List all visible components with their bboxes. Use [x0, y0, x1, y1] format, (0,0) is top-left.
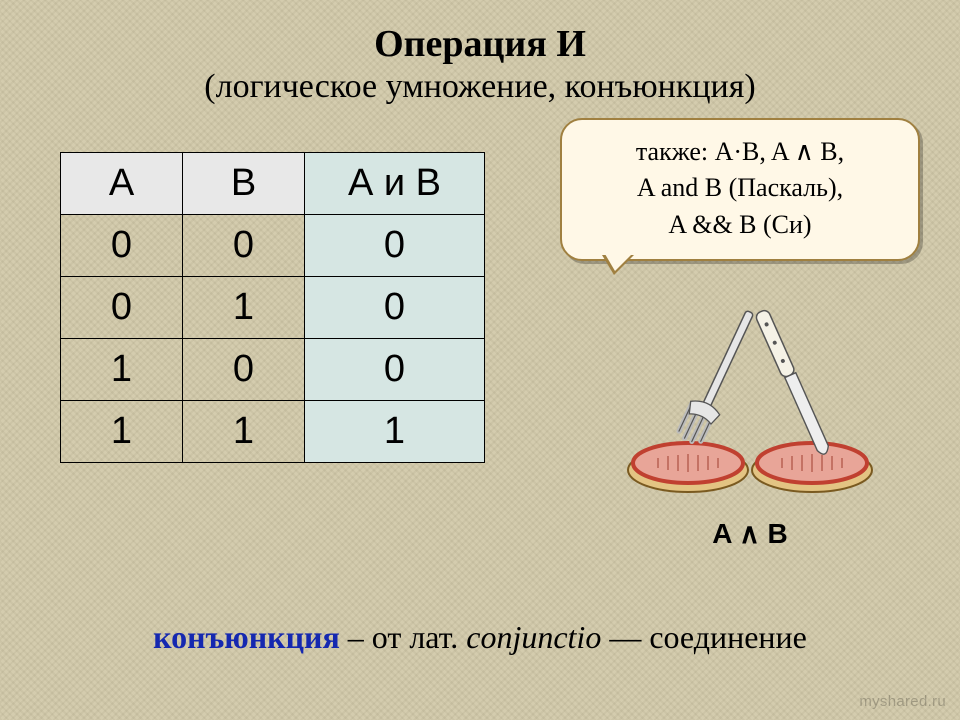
callout-line: A and B (Паскаль),	[582, 170, 898, 206]
callout-tail-icon	[602, 255, 634, 275]
illustration: A ∧ B	[610, 298, 890, 550]
cell: 0	[183, 339, 305, 401]
truth-table: A B А и B 0 0 0 0 1 0 1 0 0 1 1	[60, 152, 485, 463]
cell-result: 1	[305, 401, 485, 463]
table-row: 0 0 0	[61, 215, 485, 277]
table-row: 0 1 0	[61, 277, 485, 339]
cell: 0	[61, 215, 183, 277]
slide: Операция И (логическое умножение, конъюн…	[0, 0, 960, 720]
callout-line: также: A·B, A ∧ B,	[582, 134, 898, 170]
cell: 1	[61, 339, 183, 401]
table-row: 1 0 0	[61, 339, 485, 401]
term-word: конъюнкция	[153, 619, 340, 655]
fork-knife-sandwich-icon	[610, 298, 890, 508]
callout-bubble: также: A·B, A ∧ B, A and B (Паскаль), A …	[560, 118, 920, 261]
notation-callout: также: A·B, A ∧ B, A and B (Паскаль), A …	[560, 118, 920, 261]
cell-result: 0	[305, 215, 485, 277]
cell: 1	[183, 277, 305, 339]
cell: 1	[183, 401, 305, 463]
watermark: myshared.ru	[859, 693, 946, 710]
etymology-footer: конъюнкция – от лат. conjunctio — соедин…	[0, 619, 960, 656]
cell: 0	[61, 277, 183, 339]
cell-result: 0	[305, 339, 485, 401]
table-row: 1 1 1	[61, 401, 485, 463]
page-title: Операция И	[0, 22, 960, 66]
footer-text: — соединение	[601, 619, 807, 655]
page-subtitle: (логическое умножение, конъюнкция)	[0, 68, 960, 106]
latin-word: conjunctio	[466, 619, 601, 655]
table-header-b: B	[183, 153, 305, 215]
illustration-label: A ∧ B	[610, 517, 890, 550]
cell: 0	[183, 215, 305, 277]
content-area: A B А и B 0 0 0 0 1 0 1 0 0 1 1	[0, 128, 960, 598]
cell: 1	[61, 401, 183, 463]
table-header-row: A B А и B	[61, 153, 485, 215]
table-header-result: А и B	[305, 153, 485, 215]
cell-result: 0	[305, 277, 485, 339]
callout-line: A && B (Си)	[582, 207, 898, 243]
footer-text: – от лат.	[340, 619, 466, 655]
table-header-a: A	[61, 153, 183, 215]
